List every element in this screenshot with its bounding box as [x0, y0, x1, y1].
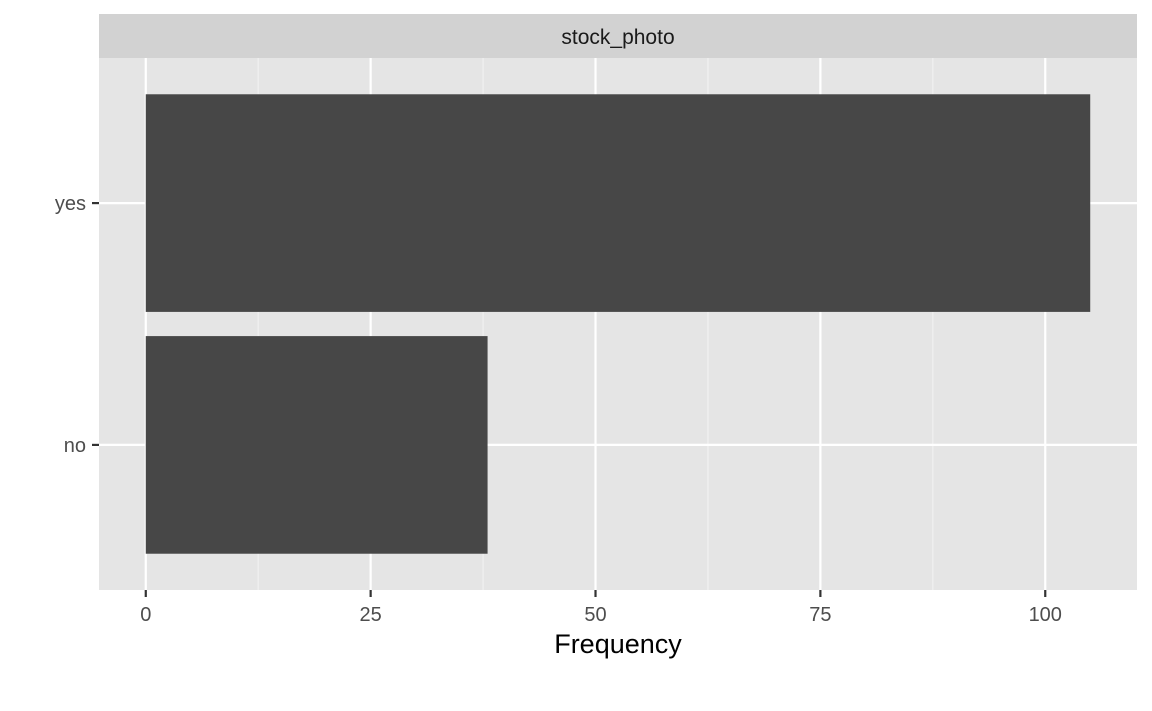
strip-background	[99, 14, 1137, 58]
y-axis: no yes	[55, 193, 99, 457]
x-tick-label: 50	[584, 604, 606, 626]
bar-no	[145, 336, 488, 554]
x-tick-label: 75	[809, 604, 831, 626]
x-tick-label: 100	[1029, 604, 1062, 626]
facet-strip-label: stock_photo	[561, 26, 674, 49]
x-axis: 0 25 50 75 100	[140, 590, 1062, 626]
x-tick-label: 25	[360, 604, 382, 626]
bar-yes	[145, 94, 1091, 312]
y-tick-label-yes: yes	[55, 193, 86, 215]
y-tick-label-no: no	[64, 435, 86, 457]
x-axis-title: Frequency	[554, 629, 682, 659]
x-tick-label: 0	[140, 604, 151, 626]
bars	[145, 94, 1091, 554]
